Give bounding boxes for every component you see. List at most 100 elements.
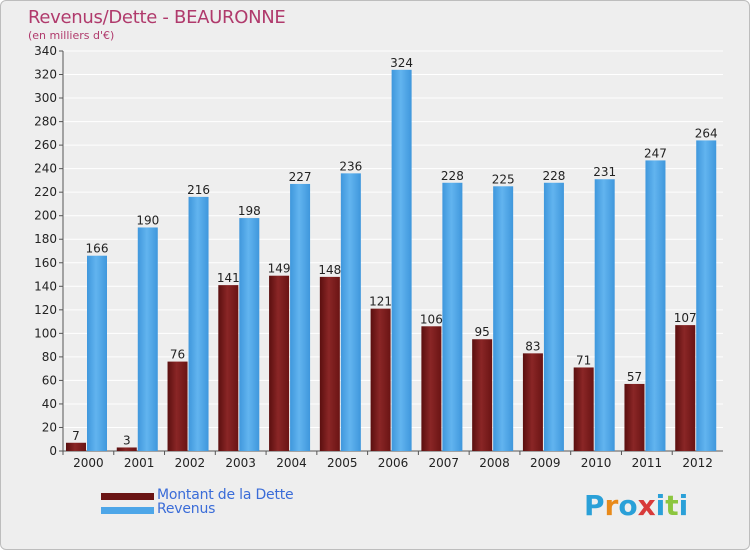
logo-letter: i bbox=[678, 489, 689, 522]
y-tick-label: 120 bbox=[34, 303, 57, 317]
y-tick-label: 60 bbox=[42, 373, 57, 387]
y-tick-label: 100 bbox=[34, 326, 57, 340]
bar-debt bbox=[522, 353, 543, 451]
proxiti-logo: Proxiti bbox=[584, 489, 688, 522]
x-tick-label: 2006 bbox=[378, 456, 409, 470]
y-tick-label: 200 bbox=[34, 209, 57, 223]
bar-revenus bbox=[594, 179, 615, 451]
bar-debt bbox=[624, 383, 645, 451]
data-label-debt: 121 bbox=[369, 295, 392, 309]
y-tick-label: 300 bbox=[34, 91, 57, 105]
data-label-debt: 71 bbox=[576, 353, 591, 367]
bar-debt bbox=[116, 447, 137, 451]
logo-letter: P bbox=[584, 489, 605, 522]
bar-debt bbox=[167, 361, 188, 451]
x-tick-label: 2010 bbox=[581, 456, 612, 470]
bar-debt bbox=[66, 442, 86, 451]
bar-revenus bbox=[442, 182, 463, 451]
data-label-debt: 106 bbox=[420, 312, 443, 326]
bar-debt bbox=[319, 276, 340, 451]
logo-letter: i bbox=[655, 489, 666, 522]
bar-debt bbox=[218, 285, 239, 451]
data-label-debt: 149 bbox=[268, 262, 291, 276]
x-tick-label: 2000 bbox=[73, 456, 104, 470]
bar-revenus bbox=[645, 160, 666, 452]
data-label-debt: 3 bbox=[123, 433, 131, 447]
y-tick-label: 140 bbox=[34, 279, 57, 293]
bar-revenus bbox=[696, 140, 717, 452]
bar-revenus bbox=[340, 173, 361, 451]
bar-revenus bbox=[543, 182, 564, 451]
bar-revenus bbox=[493, 186, 514, 451]
data-label-revenus: 227 bbox=[289, 170, 312, 184]
data-label-revenus: 225 bbox=[492, 172, 515, 186]
x-tick-label: 2005 bbox=[327, 456, 358, 470]
data-label-debt: 141 bbox=[217, 271, 240, 285]
data-label-debt: 57 bbox=[627, 370, 642, 384]
logo-letter: x bbox=[637, 489, 656, 522]
bar-debt bbox=[269, 275, 290, 451]
data-label-revenus: 166 bbox=[86, 242, 109, 256]
logo-letter: o bbox=[618, 489, 638, 522]
y-tick-label: 80 bbox=[42, 350, 57, 364]
x-tick-label: 2001 bbox=[124, 456, 155, 470]
x-tick-label: 2012 bbox=[682, 456, 713, 470]
bars-layer bbox=[66, 69, 717, 452]
logo-letter: r bbox=[604, 489, 619, 522]
bar-revenus bbox=[188, 196, 209, 451]
data-label-revenus: 216 bbox=[187, 183, 210, 197]
data-label-revenus: 324 bbox=[390, 56, 413, 70]
data-label-debt: 148 bbox=[318, 263, 341, 277]
y-tick-label: 320 bbox=[34, 68, 57, 82]
x-tick-label: 2011 bbox=[632, 456, 663, 470]
data-label-debt: 107 bbox=[674, 311, 697, 325]
legend-swatch-debt bbox=[101, 493, 154, 500]
bar-debt bbox=[421, 326, 442, 451]
y-tick-label: 40 bbox=[42, 397, 57, 411]
y-tick-label: 240 bbox=[34, 162, 57, 176]
legend-label-debt: Montant de la Dette bbox=[157, 487, 294, 503]
grid-layer bbox=[59, 50, 723, 455]
data-label-revenus: 228 bbox=[441, 169, 464, 183]
bar-revenus bbox=[239, 218, 260, 451]
data-label-debt: 7 bbox=[72, 429, 80, 443]
data-label-revenus: 231 bbox=[593, 165, 616, 179]
legend-swatch-revenus bbox=[101, 507, 154, 514]
x-tick-label: 2009 bbox=[530, 456, 561, 470]
y-tick-label: 220 bbox=[34, 185, 57, 199]
bar-revenus bbox=[290, 183, 311, 452]
chart-title: Revenus/Dette - BEAURONNE bbox=[28, 7, 286, 28]
bar-debt bbox=[675, 325, 696, 451]
data-label-debt: 95 bbox=[475, 325, 490, 339]
bar-revenus bbox=[87, 255, 107, 451]
bar-debt bbox=[370, 308, 391, 451]
y-tick-label: 0 bbox=[49, 444, 57, 458]
y-tick-label: 260 bbox=[34, 138, 57, 152]
data-label-revenus: 228 bbox=[542, 169, 565, 183]
bar-debt bbox=[573, 367, 594, 451]
y-tick-label: 340 bbox=[34, 44, 57, 58]
x-tick-label: 2002 bbox=[175, 456, 206, 470]
data-label-debt: 76 bbox=[170, 348, 185, 362]
y-tick-label: 20 bbox=[42, 420, 57, 434]
x-tick-label: 2007 bbox=[428, 456, 459, 470]
logo-letter: t bbox=[665, 489, 679, 522]
data-label-revenus: 198 bbox=[238, 204, 261, 218]
legend-label-revenus: Revenus bbox=[157, 501, 216, 517]
bar-revenus bbox=[137, 227, 158, 451]
data-label-revenus: 236 bbox=[339, 159, 362, 173]
y-tick-label: 180 bbox=[34, 232, 57, 246]
bar-revenus bbox=[391, 69, 412, 451]
y-tick-label: 160 bbox=[34, 256, 57, 270]
data-label-debt: 83 bbox=[525, 339, 540, 353]
chart-subtitle: (en milliers d'€) bbox=[28, 29, 115, 42]
data-label-revenus: 247 bbox=[644, 146, 667, 160]
y-tick-label: 280 bbox=[34, 115, 57, 129]
bar-debt bbox=[472, 339, 493, 451]
x-tick-label: 2008 bbox=[479, 456, 510, 470]
x-tick-label: 2004 bbox=[276, 456, 307, 470]
labels-layer: 0 20 40 60 80 100 120 140 160 180 200 220 240 260 280 3… bbox=[34, 44, 718, 470]
data-label-revenus: 264 bbox=[695, 126, 718, 140]
